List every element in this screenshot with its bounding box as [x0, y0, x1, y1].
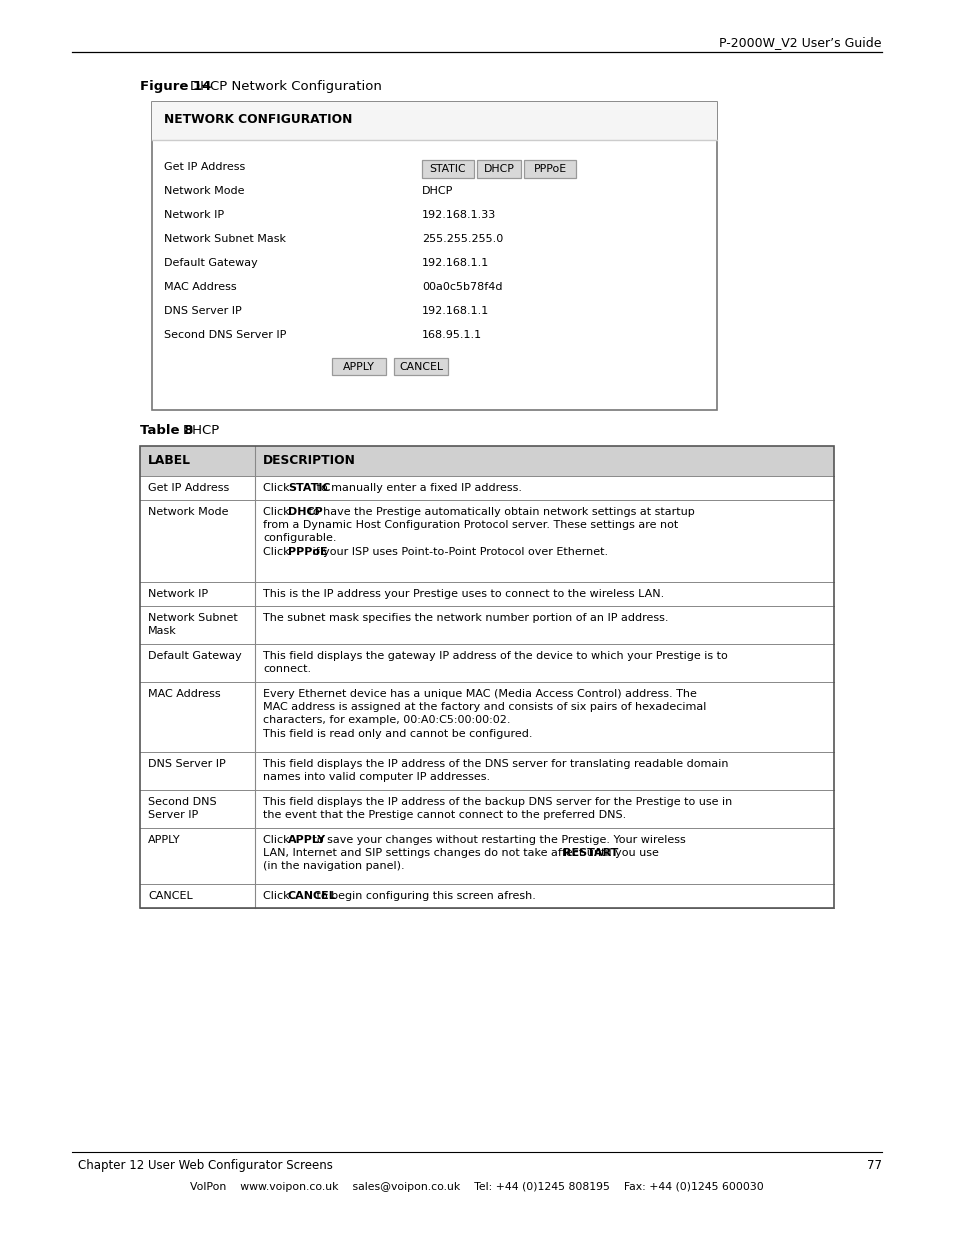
Text: 255.255.255.0: 255.255.255.0	[421, 233, 503, 245]
Text: DHCP: DHCP	[182, 424, 219, 437]
Text: This is the IP address your Prestige uses to connect to the wireless LAN.: This is the IP address your Prestige use…	[263, 589, 663, 599]
Text: DHCP: DHCP	[288, 508, 322, 517]
Text: Network Subnet Mask: Network Subnet Mask	[164, 233, 286, 245]
Bar	[140, 582, 833, 606]
Text: DNS Server IP: DNS Server IP	[148, 760, 226, 769]
Text: Network IP: Network IP	[148, 589, 208, 599]
Bar	[523, 161, 576, 178]
Text: (in the navigation panel).: (in the navigation panel).	[263, 861, 404, 872]
Text: APPLY: APPLY	[148, 835, 180, 845]
Text: CANCEL: CANCEL	[398, 362, 442, 372]
Text: to have the Prestige automatically obtain network settings at startup: to have the Prestige automatically obtai…	[304, 508, 694, 517]
Text: Chapter 12 User Web Configurator Screens: Chapter 12 User Web Configurator Screens	[78, 1158, 333, 1172]
Text: 168.95.1.1: 168.95.1.1	[421, 330, 481, 340]
Text: names into valid computer IP addresses.: names into valid computer IP addresses.	[263, 772, 490, 782]
Bar	[140, 682, 833, 752]
Text: 192.168.1.1: 192.168.1.1	[421, 258, 489, 268]
Bar	[140, 446, 833, 475]
Bar	[476, 161, 520, 178]
Bar	[140, 752, 833, 790]
Text: characters, for example, 00:A0:C5:00:00:02.: characters, for example, 00:A0:C5:00:00:…	[263, 715, 510, 725]
Text: to save your changes without restarting the Prestige. Your wireless: to save your changes without restarting …	[309, 835, 685, 845]
Text: MAC Address: MAC Address	[164, 282, 236, 291]
Text: Second DNS Server IP: Second DNS Server IP	[164, 330, 286, 340]
Text: This field displays the IP address of the backup DNS server for the Prestige to : This field displays the IP address of th…	[263, 797, 732, 806]
Text: APPLY: APPLY	[288, 835, 326, 845]
Text: STATIC: STATIC	[429, 164, 466, 174]
Text: Default Gateway: Default Gateway	[164, 258, 257, 268]
Text: to manually enter a fixed IP address.: to manually enter a fixed IP address.	[313, 483, 521, 493]
Text: APPLY: APPLY	[343, 362, 375, 372]
Text: Server IP: Server IP	[148, 810, 198, 820]
Text: Network Mode: Network Mode	[164, 186, 244, 196]
Text: CANCEL: CANCEL	[288, 890, 336, 902]
Bar	[152, 103, 717, 140]
Text: Table 8: Table 8	[140, 424, 193, 437]
Bar	[140, 827, 833, 884]
Text: Figure 14: Figure 14	[140, 80, 212, 93]
Text: The subnet mask specifies the network number portion of an IP address.: The subnet mask specifies the network nu…	[263, 613, 668, 622]
Text: 00a0c5b78f4d: 00a0c5b78f4d	[421, 282, 502, 291]
Text: NETWORK CONFIGURATION: NETWORK CONFIGURATION	[164, 112, 352, 126]
Text: Click: Click	[263, 835, 293, 845]
Text: This field displays the IP address of the DNS server for translating readable do: This field displays the IP address of th…	[263, 760, 728, 769]
Text: Click: Click	[263, 890, 293, 902]
Text: DHCP Network Configuration: DHCP Network Configuration	[191, 80, 382, 93]
Text: STATIC: STATIC	[288, 483, 330, 493]
Text: This field is read only and cannot be configured.: This field is read only and cannot be co…	[263, 729, 532, 739]
Text: Mask: Mask	[148, 626, 176, 636]
Text: Second DNS: Second DNS	[148, 797, 216, 806]
Text: VolPon    www.voipon.co.uk    sales@voipon.co.uk    Tel: +44 (0)1245 808195    F: VolPon www.voipon.co.uk sales@voipon.co.…	[190, 1182, 763, 1192]
Text: DHCP: DHCP	[421, 186, 453, 196]
Bar	[140, 790, 833, 827]
Text: P-2000W_V2 User’s Guide: P-2000W_V2 User’s Guide	[719, 36, 882, 49]
Text: This field displays the gateway IP address of the device to which your Prestige : This field displays the gateway IP addre…	[263, 651, 727, 661]
Text: DNS Server IP: DNS Server IP	[164, 306, 241, 316]
Text: to begin configuring this screen afresh.: to begin configuring this screen afresh.	[313, 890, 536, 902]
Text: Click: Click	[263, 508, 293, 517]
Text: Click: Click	[263, 547, 293, 557]
Text: connect.: connect.	[263, 664, 311, 674]
Text: Network Subnet: Network Subnet	[148, 613, 237, 622]
Text: if your ISP uses Point-to-Point Protocol over Ethernet.: if your ISP uses Point-to-Point Protocol…	[309, 547, 607, 557]
Bar	[140, 643, 833, 682]
Text: MAC Address: MAC Address	[148, 689, 220, 699]
Text: LABEL: LABEL	[148, 454, 191, 467]
Text: Every Ethernet device has a unique MAC (Media Access Control) address. The: Every Ethernet device has a unique MAC (…	[263, 689, 696, 699]
Bar	[332, 358, 386, 375]
Text: from a Dynamic Host Configuration Protocol server. These settings are not: from a Dynamic Host Configuration Protoc…	[263, 520, 678, 530]
Text: DHCP: DHCP	[483, 164, 514, 174]
Text: 192.168.1.1: 192.168.1.1	[421, 306, 489, 316]
Text: CANCEL: CANCEL	[148, 890, 193, 902]
Text: Click: Click	[263, 483, 293, 493]
Text: 192.168.1.33: 192.168.1.33	[421, 210, 496, 220]
Bar	[421, 161, 474, 178]
Text: Default Gateway: Default Gateway	[148, 651, 241, 661]
Text: DESCRIPTION: DESCRIPTION	[263, 454, 355, 467]
Bar	[152, 103, 717, 410]
Bar	[140, 606, 833, 643]
Text: the event that the Prestige cannot connect to the preferred DNS.: the event that the Prestige cannot conne…	[263, 810, 625, 820]
Text: Network IP: Network IP	[164, 210, 224, 220]
Text: RESTART: RESTART	[562, 848, 618, 858]
Text: Network Mode: Network Mode	[148, 508, 229, 517]
Bar	[140, 500, 833, 582]
Bar	[394, 358, 448, 375]
Text: LAN, Internet and SIP settings changes do not take affect until you use: LAN, Internet and SIP settings changes d…	[263, 848, 661, 858]
Text: PPPoE: PPPoE	[288, 547, 327, 557]
Bar	[140, 446, 833, 908]
Text: MAC address is assigned at the factory and consists of six pairs of hexadecimal: MAC address is assigned at the factory a…	[263, 703, 705, 713]
Text: 77: 77	[866, 1158, 882, 1172]
Text: PPPoE: PPPoE	[533, 164, 566, 174]
Text: Get IP Address: Get IP Address	[148, 483, 229, 493]
Bar	[140, 475, 833, 500]
Text: Get IP Address: Get IP Address	[164, 162, 245, 172]
Text: configurable.: configurable.	[263, 534, 336, 543]
Bar	[140, 884, 833, 908]
